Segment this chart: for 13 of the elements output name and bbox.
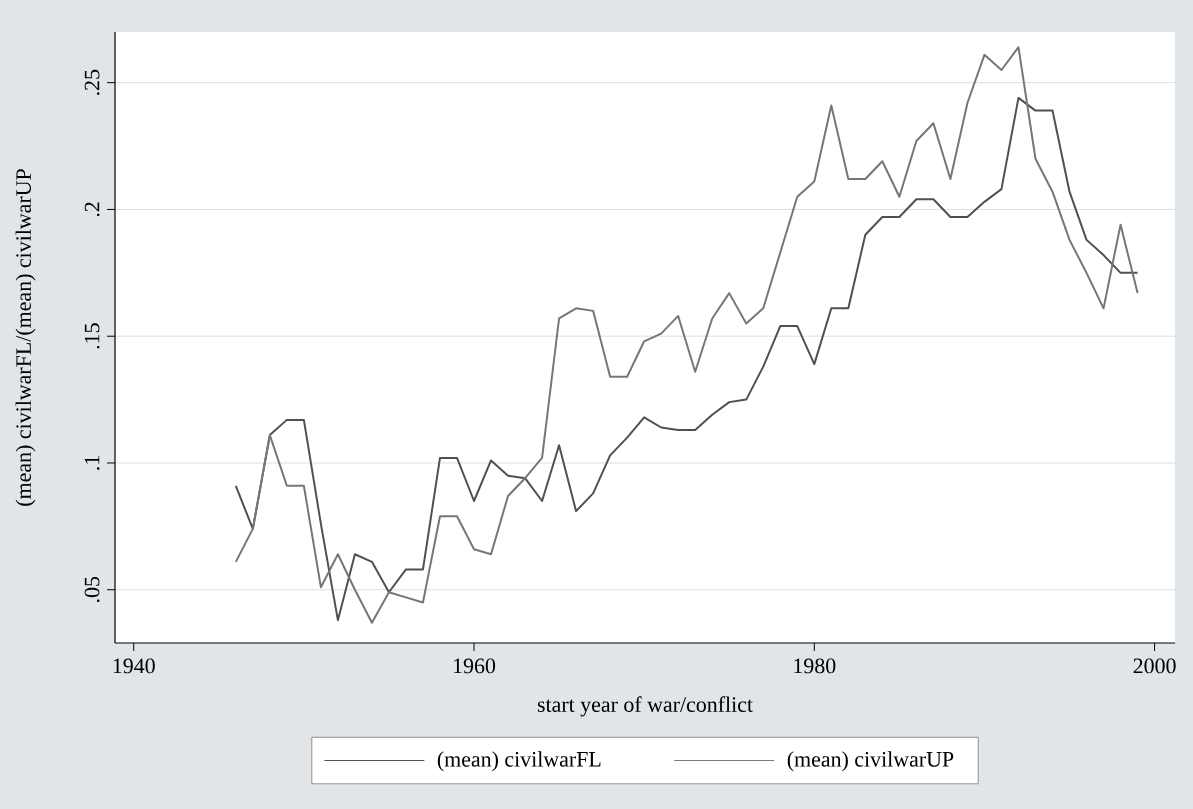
y-axis-title: (mean) civilwarFL/(mean) civilwarUP: [15, 169, 36, 506]
legend-label: (mean) civilwarUP: [787, 751, 954, 772]
y-tick-label: .2: [84, 202, 100, 217]
y-tick-label: .1: [84, 456, 100, 470]
y-tick-label: .25: [84, 69, 100, 95]
x-axis-title: start year of war/conflict: [537, 696, 753, 717]
y-tick-label: .05: [84, 576, 100, 603]
legend-label: (mean) civilwarFL: [437, 751, 601, 772]
x-tick-label: 2000: [1133, 658, 1176, 674]
y-tick-label: .15: [84, 323, 100, 349]
x-tick-label: 1940: [113, 658, 155, 674]
x-tick-label: 1960: [454, 658, 496, 674]
x-tick-label: 1980: [794, 658, 836, 674]
